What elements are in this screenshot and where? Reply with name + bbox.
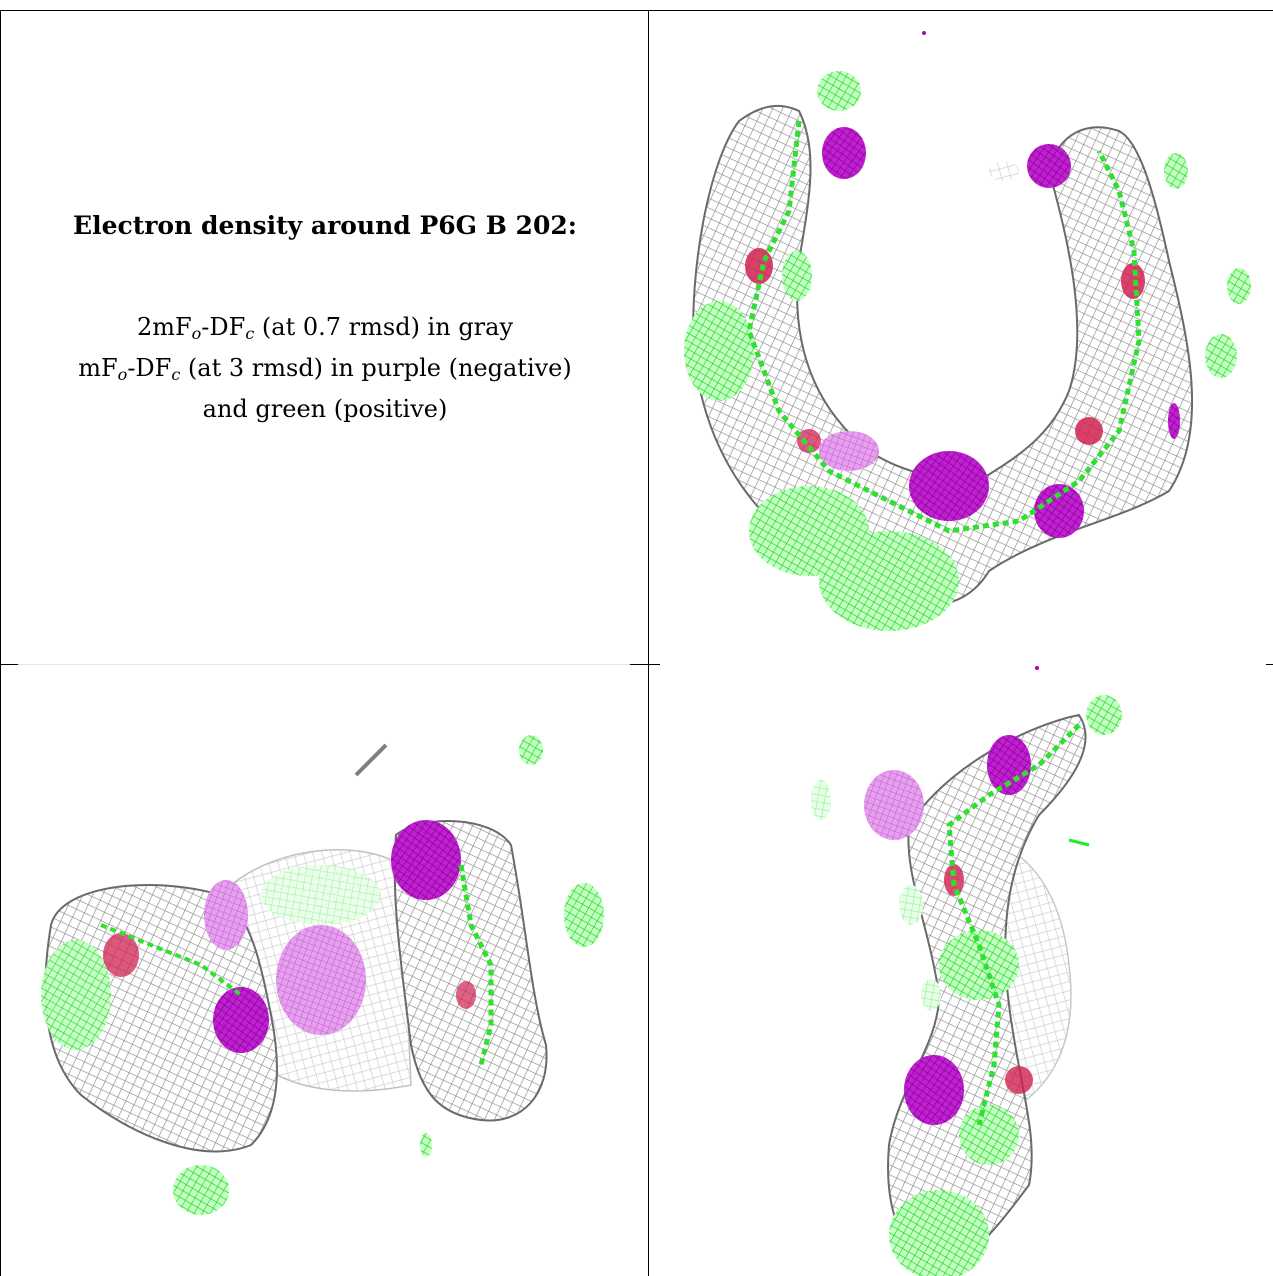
green-blob [41,940,111,1050]
green-blob [959,1105,1019,1165]
purple-blob [819,431,879,471]
grid-horizontal-divider-mid [630,664,660,665]
purple-blob [864,770,924,840]
caption-title: Electron density around P6G B 202: [73,211,577,240]
grid-horizontal-divider-left [0,664,18,665]
green-blob [519,735,543,765]
purple-blob [1027,144,1071,188]
density-panel-bottom-right [649,665,1273,1276]
purple-blob [904,1055,964,1125]
green-blob [921,979,941,1011]
caption-cell: Electron density around P6G B 202: 2mFo-… [1,11,648,664]
stick-model [100,923,243,997]
grid-vertical-divider [648,10,649,1276]
green-blob [899,885,923,925]
red-atom [1005,1066,1033,1094]
purple-blob [822,127,866,179]
grid-horizontal-divider-right [1266,664,1273,665]
red-atom [103,933,139,977]
red-atom [456,981,476,1009]
density-panel-bottom-left [1,665,648,1276]
density-mesh-side-icon [41,735,604,1215]
stick-model [458,864,494,1066]
green-blob [939,930,1019,1000]
purple-blob [213,987,269,1053]
density-mesh-end-icon [811,666,1122,1276]
grid-horizontal-faint [18,664,630,665]
purple-blob [909,451,989,521]
purple-blob [1034,484,1084,538]
red-atom [1075,417,1103,445]
caption-line-1: 2mFo-DFc (at 0.7 rmsd) in gray [136,313,514,343]
green-blob [889,1190,989,1276]
purple-dot [1035,666,1039,670]
green-blob [782,251,812,301]
purple-blob [987,735,1031,795]
green-blob [811,780,831,820]
green-blob [420,1133,432,1157]
purple-blob [204,880,248,950]
grid-left-border [0,10,1,1276]
grid-top-border [0,10,1273,11]
green-blob [817,71,861,111]
green-blob [564,883,604,947]
stick-model [746,120,1142,534]
purple-blob [276,925,366,1035]
gray-mesh-fragment [354,743,388,777]
gray-mesh-fragment [989,161,1019,181]
density-panel-top-right [649,11,1273,664]
red-atom [1121,263,1145,299]
green-blob [1227,268,1251,304]
green-blob [173,1165,229,1215]
green-blob [1086,695,1122,735]
purple-blob [391,820,461,900]
purple-blob [1168,403,1180,439]
stick-model [946,723,1081,1126]
green-blob [261,865,381,925]
density-mesh-ring-icon [684,31,1251,631]
green-blob [684,301,754,401]
caption: Electron density around P6G B 202: 2mFo-… [15,211,635,426]
green-blob [1205,334,1237,378]
green-fragment [1068,838,1090,847]
caption-line-2: mFo-DFc (at 3 rmsd) in purple (negative) [78,354,572,384]
red-atom [797,429,821,453]
green-blob [819,531,959,631]
green-blob [1164,153,1188,189]
caption-line-3: and green (positive) [202,395,448,423]
purple-dot [922,31,926,35]
